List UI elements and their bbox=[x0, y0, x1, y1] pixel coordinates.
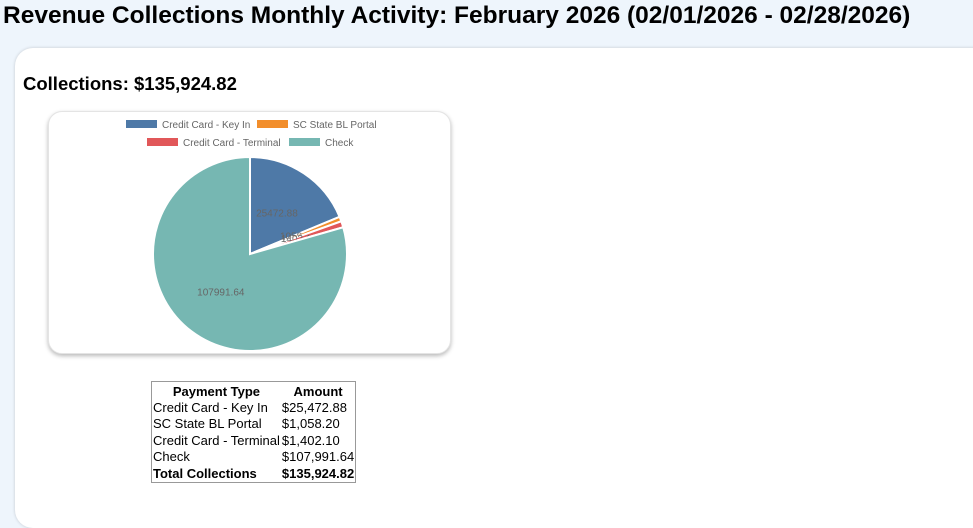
payment-summary-table: Payment Type Amount Credit Card - Key In… bbox=[151, 381, 357, 483]
page-title: Revenue Collections Monthly Activity: Fe… bbox=[3, 2, 911, 29]
header-amount: Amount bbox=[293, 383, 343, 399]
total-row: Total Collections $135,924.82 bbox=[152, 465, 355, 482]
total-amount-cell: $135,924.82 bbox=[281, 465, 355, 481]
legend-label[interactable]: Credit Card - Key In bbox=[162, 120, 250, 131]
table-row: Credit Card - Terminal $1,402.10 bbox=[152, 432, 355, 449]
amount-cell: $25,472.88 bbox=[281, 399, 347, 415]
table-row: SC State BL Portal $1,058.20 bbox=[152, 416, 355, 433]
slice-value-label: 107991.64 bbox=[197, 288, 245, 299]
pie-slice[interactable] bbox=[152, 155, 348, 352]
table-header-row: Payment Type Amount bbox=[152, 382, 355, 399]
slice-value-label: 1402.1 bbox=[281, 234, 312, 245]
slice-value-label: 25472.88 bbox=[256, 209, 298, 220]
pie-slice[interactable] bbox=[249, 155, 341, 256]
payment-type-cell: Credit Card - Key In bbox=[153, 399, 268, 415]
amount-cell: $1,058.20 bbox=[281, 416, 340, 432]
legend-swatch[interactable] bbox=[147, 138, 178, 146]
legend-swatch[interactable] bbox=[126, 120, 157, 128]
pie-chart-container: Credit Card - Key In SC State BL Portal Cr… bbox=[48, 111, 451, 354]
amount-cell: $1,402.10 bbox=[281, 432, 340, 448]
payment-type-cell: SC State BL Portal bbox=[153, 416, 262, 432]
table-row: Credit Card - Key In $25,472.88 bbox=[152, 399, 355, 416]
legend-swatch[interactable] bbox=[257, 120, 288, 128]
collections-heading: Collections: $135,924.82 bbox=[23, 73, 237, 94]
pie-chart: Credit Card - Key In SC State BL Portal Cr… bbox=[126, 120, 377, 352]
total-label-cell: Total Collections bbox=[153, 465, 257, 481]
header-payment-type: Payment Type bbox=[172, 383, 261, 399]
legend-label[interactable]: SC State BL Portal bbox=[293, 120, 377, 131]
table-row: Check $107,991.64 bbox=[152, 449, 355, 466]
payment-type-cell: Credit Card - Terminal bbox=[153, 432, 280, 448]
legend-label[interactable]: Check bbox=[325, 138, 354, 149]
legend-swatch[interactable] bbox=[289, 138, 320, 146]
legend-label[interactable]: Credit Card - Terminal bbox=[183, 138, 281, 149]
payment-type-cell: Check bbox=[153, 449, 190, 465]
amount-cell: $107,991.64 bbox=[281, 449, 355, 465]
